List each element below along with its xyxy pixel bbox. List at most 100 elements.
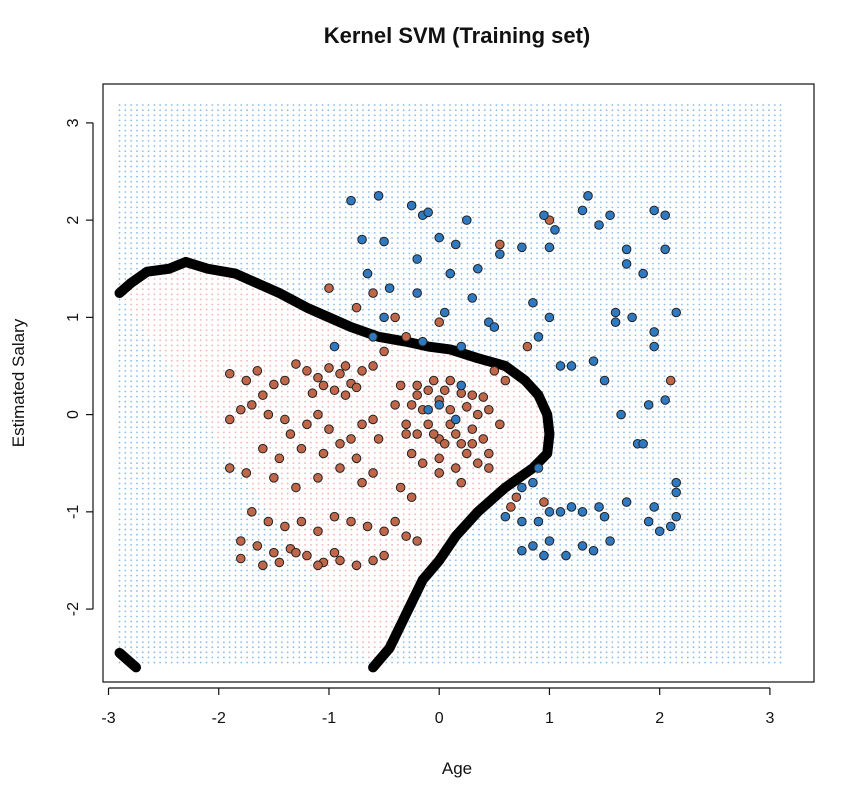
region-dot bbox=[367, 503, 370, 505]
region-dot bbox=[373, 206, 376, 209]
region-dot bbox=[333, 421, 335, 424]
region-dot bbox=[344, 283, 347, 285]
region-dot bbox=[362, 211, 364, 214]
region-dot bbox=[141, 569, 144, 572]
region-dot bbox=[350, 216, 353, 219]
region-dot bbox=[199, 497, 202, 500]
region-dot bbox=[159, 354, 162, 357]
region-dot bbox=[344, 497, 347, 500]
region-dot bbox=[182, 109, 185, 112]
region-dot bbox=[223, 656, 225, 659]
region-dot bbox=[136, 155, 138, 158]
region-dot bbox=[367, 487, 370, 490]
region-dot bbox=[118, 405, 121, 408]
region-dot bbox=[344, 298, 347, 301]
region-dot bbox=[136, 175, 138, 178]
region-dot bbox=[269, 104, 272, 106]
region-dot bbox=[118, 569, 121, 572]
region-dot bbox=[176, 109, 179, 112]
region-dot bbox=[228, 150, 231, 152]
region-dot bbox=[199, 656, 202, 659]
region-dot bbox=[275, 523, 277, 526]
region-dot bbox=[136, 641, 138, 643]
region-dot bbox=[304, 451, 306, 454]
region-dot bbox=[263, 528, 266, 531]
region-dot bbox=[251, 298, 254, 301]
region-dot bbox=[321, 175, 324, 178]
region-dot bbox=[333, 615, 335, 618]
region-dot bbox=[188, 457, 191, 459]
region-dot bbox=[269, 252, 272, 255]
region-dot bbox=[147, 446, 150, 449]
region-dot bbox=[333, 283, 335, 285]
region-dot bbox=[309, 180, 312, 183]
region-dot bbox=[367, 191, 370, 193]
region-dot bbox=[298, 334, 301, 337]
region-dot bbox=[280, 477, 283, 480]
region-dot bbox=[136, 467, 138, 470]
region-dot bbox=[217, 411, 220, 413]
region-dot bbox=[298, 104, 301, 106]
region-dot bbox=[234, 656, 237, 659]
region-dot bbox=[269, 559, 272, 562]
region-dot bbox=[194, 226, 196, 229]
region-dot bbox=[367, 600, 370, 603]
region-dot bbox=[211, 344, 214, 347]
region-dot bbox=[234, 528, 237, 531]
region-dot bbox=[141, 441, 144, 444]
region-dot bbox=[367, 482, 370, 485]
region-dot bbox=[315, 554, 318, 557]
region-dot bbox=[333, 528, 335, 531]
region-dot bbox=[298, 416, 301, 418]
region-dot bbox=[170, 216, 173, 219]
region-dot bbox=[234, 457, 237, 459]
region-dot bbox=[373, 569, 376, 572]
region-dot bbox=[228, 242, 231, 245]
region-dot bbox=[170, 477, 173, 480]
region-dot bbox=[211, 390, 214, 393]
region-dot bbox=[373, 180, 376, 183]
region-dot bbox=[165, 380, 167, 383]
region-dot bbox=[263, 477, 266, 480]
region-dot bbox=[170, 109, 173, 112]
region-dot bbox=[234, 533, 237, 536]
region-dot bbox=[159, 211, 162, 214]
region-dot bbox=[321, 405, 324, 408]
region-dot bbox=[124, 630, 127, 633]
region-dot bbox=[153, 180, 156, 183]
region-dot bbox=[344, 605, 347, 608]
region-dot bbox=[217, 134, 220, 137]
region-dot bbox=[327, 579, 330, 582]
region-dot bbox=[263, 549, 266, 551]
region-dot bbox=[159, 119, 162, 122]
region-dot bbox=[362, 446, 364, 449]
region-dot bbox=[228, 584, 231, 587]
region-dot bbox=[327, 421, 330, 424]
region-dot bbox=[118, 625, 121, 628]
region-dot bbox=[321, 630, 324, 633]
region-dot bbox=[338, 574, 341, 577]
region-dot bbox=[205, 630, 208, 633]
region-dot bbox=[228, 646, 231, 649]
region-dot bbox=[344, 134, 347, 137]
region-dot bbox=[367, 605, 370, 608]
region-dot bbox=[356, 492, 359, 495]
region-dot bbox=[228, 518, 231, 521]
region-dot bbox=[379, 477, 382, 480]
region-dot bbox=[147, 288, 150, 291]
region-dot bbox=[280, 630, 283, 633]
region-dot bbox=[298, 421, 301, 424]
region-dot bbox=[153, 365, 156, 367]
region-dot bbox=[338, 129, 341, 132]
region-dot bbox=[298, 656, 301, 659]
region-dot bbox=[223, 528, 225, 531]
region-dot bbox=[269, 620, 272, 623]
region-dot bbox=[280, 232, 283, 234]
region-dot bbox=[344, 590, 347, 592]
region-dot bbox=[298, 528, 301, 531]
region-dot bbox=[118, 508, 121, 511]
region-dot bbox=[188, 272, 191, 275]
region-dot bbox=[321, 579, 324, 582]
region-dot bbox=[327, 549, 330, 551]
region-dot bbox=[292, 114, 295, 117]
